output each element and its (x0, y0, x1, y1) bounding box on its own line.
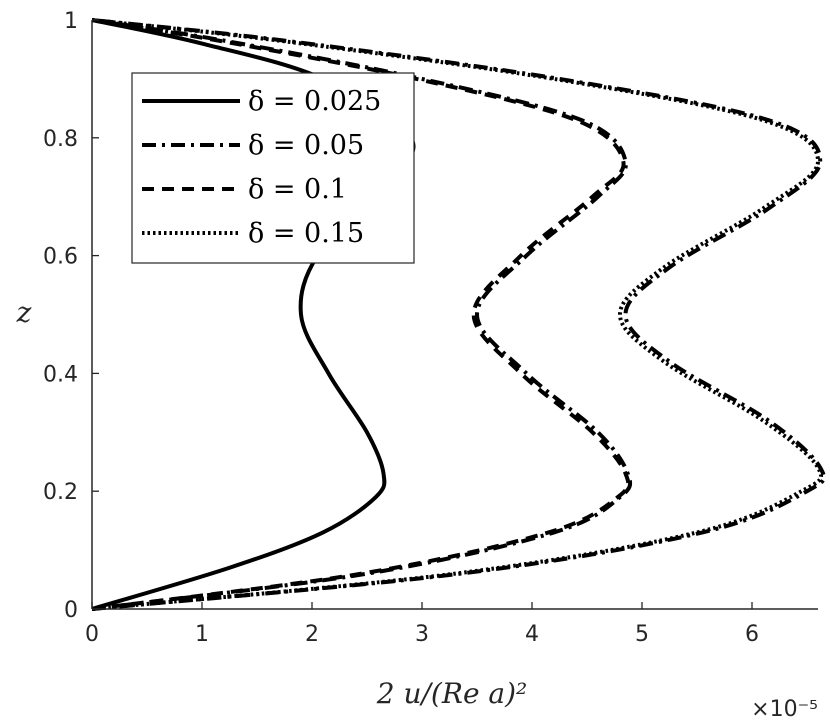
legend-label-2: δ = 0.05 (248, 130, 364, 161)
y-tick-label: 1 (64, 9, 78, 34)
curves (91, 18, 826, 611)
legend: δ = 0.025 δ = 0.05 δ = 0.1 δ = 0.15 (131, 72, 415, 264)
y-tick-label: 0.2 (43, 480, 78, 505)
x-tick-label: 5 (635, 622, 649, 647)
x-tick-label: 6 (745, 622, 759, 647)
x-tick-label: 1 (195, 622, 209, 647)
x-tick-label: 2 (305, 622, 319, 647)
x-tick-label: 3 (415, 622, 429, 647)
axes (91, 20, 818, 610)
legend-label-4: δ = 0.15 (248, 218, 364, 249)
x-axis-label: 2 u/(Re a)² (376, 677, 528, 710)
x-multiplier-label: ×10⁻⁵ (751, 697, 818, 722)
ticks: 0 1 2 3 4 5 6 0 0.2 0.4 0.6 0.8 1 (43, 9, 759, 647)
x-tick-label: 0 (85, 622, 99, 647)
legend-box (131, 72, 415, 264)
legend-label-1: δ = 0.025 (248, 86, 381, 117)
x-tick-label: 4 (525, 622, 539, 647)
y-tick-label: 0 (64, 598, 78, 623)
legend-label-3: δ = 0.1 (248, 174, 347, 205)
series-line-3 (91, 18, 631, 611)
series-line-5 (91, 18, 826, 611)
y-tick-label: 0.6 (43, 245, 78, 270)
y-axis-label: z (16, 296, 32, 329)
y-tick-label: 0.8 (43, 127, 78, 152)
y-tick-label: 0.4 (43, 362, 78, 387)
